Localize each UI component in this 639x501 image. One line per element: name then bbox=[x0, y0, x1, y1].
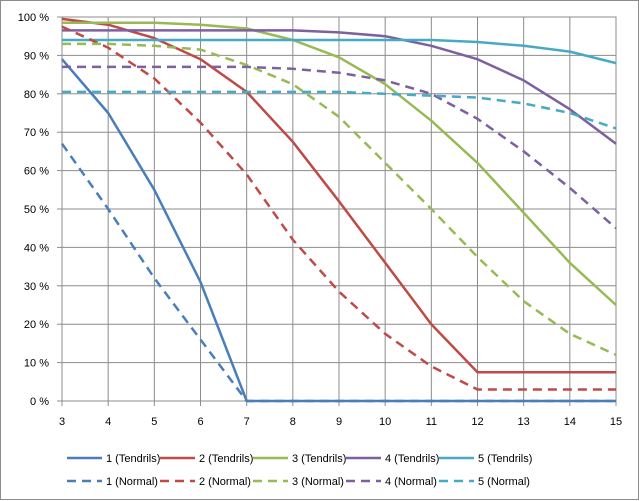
series-layer bbox=[60, 17, 617, 403]
y-tick-label: 90 % bbox=[24, 50, 49, 62]
x-tick-label: 12 bbox=[471, 416, 483, 428]
y-tick-label: 60 % bbox=[24, 166, 49, 178]
x-tick-label: 13 bbox=[518, 416, 530, 428]
series-line-3-tendrils bbox=[62, 21, 617, 306]
legend-label-3-tendrils: 3 (Tendrils) bbox=[292, 453, 346, 465]
x-tick-label: 6 bbox=[197, 416, 203, 428]
axis-layer: 0 % 10 % 20 % 30 % 40 % 50 % 60 % 70 % 80 % 90 % 1… bbox=[18, 12, 622, 428]
y-tick-label: 40 % bbox=[24, 242, 49, 254]
x-tick-label: 8 bbox=[290, 416, 296, 428]
y-tick-label: 10 % bbox=[24, 358, 49, 370]
legend: 1 (Tendrils) 2 (Tendrils) 3 (Tendrils) 4 (T… bbox=[67, 453, 532, 488]
legend-label-5-normal: 5 (Normal) bbox=[478, 476, 530, 488]
x-tick-label: 9 bbox=[336, 416, 342, 428]
legend-label-1-normal: 1 (Normal) bbox=[106, 476, 158, 488]
series-line-4-tendrils bbox=[62, 29, 617, 145]
x-tick-label: 10 bbox=[379, 416, 391, 428]
series-line-1-normal bbox=[60, 142, 616, 403]
series-line-2-tendrils bbox=[61, 17, 616, 374]
x-tick-label: 15 bbox=[610, 416, 622, 428]
y-tick-label: 80 % bbox=[24, 89, 49, 101]
series-line-2-normal bbox=[61, 25, 616, 391]
y-tick-label: 50 % bbox=[24, 204, 49, 216]
x-tick-label: 11 bbox=[426, 416, 437, 428]
series-line-5-tendrils bbox=[62, 38, 617, 65]
legend-label-2-tendrils: 2 (Tendrils) bbox=[199, 453, 253, 465]
x-tick-label: 7 bbox=[244, 416, 250, 428]
grid-layer bbox=[61, 16, 617, 402]
series-line-3-normal bbox=[62, 42, 617, 357]
y-tick-label: 0 % bbox=[30, 396, 49, 408]
legend-label-3-normal: 3 (Normal) bbox=[292, 476, 344, 488]
legend-label-4-tendrils: 4 (Tendrils) bbox=[385, 453, 439, 465]
y-tick-label: 100 % bbox=[18, 12, 49, 24]
x-tick-label: 3 bbox=[59, 416, 65, 428]
series-line-4-normal bbox=[62, 65, 617, 230]
legend-label-1-tendrils: 1 (Tendrils) bbox=[106, 453, 160, 465]
legend-label-2-normal: 2 (Normal) bbox=[199, 476, 251, 488]
x-tick-label: 5 bbox=[151, 416, 157, 428]
x-tick-label: 14 bbox=[564, 416, 576, 428]
series-line-5-normal bbox=[62, 90, 617, 130]
legend-label-4-normal: 4 (Normal) bbox=[385, 476, 437, 488]
x-tick-label: 4 bbox=[105, 416, 111, 428]
y-tick-label: 30 % bbox=[24, 281, 49, 293]
y-tick-label: 20 % bbox=[24, 319, 49, 331]
y-tick-label: 70 % bbox=[24, 127, 49, 139]
legend-label-5-tendrils: 5 (Tendrils) bbox=[478, 453, 532, 465]
